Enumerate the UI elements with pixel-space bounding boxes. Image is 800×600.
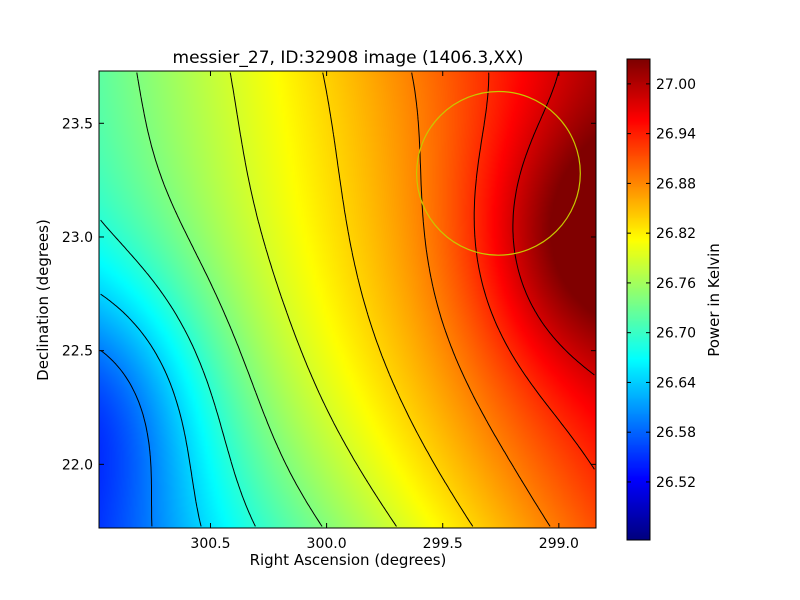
y-tick-label: 22.5 (62, 344, 93, 360)
colorbar-tick-label: 26.88 (656, 176, 696, 192)
colorbar-label: Power in Kelvin (705, 243, 723, 357)
colorbar-tick-label: 26.94 (656, 127, 696, 143)
x-tick-label: 300.5 (190, 536, 230, 552)
colorbar-tick-label: 26.52 (656, 475, 696, 491)
heatmap-image (99, 71, 596, 528)
colorbar-gradient (627, 59, 650, 540)
contour-line (136, 72, 323, 527)
contour-line (322, 72, 474, 527)
colorbar-tick-label: 26.82 (656, 226, 696, 242)
colorbar-tick-label: 26.76 (656, 276, 696, 292)
colorbar-tick-label: 26.58 (656, 425, 696, 441)
colorbar-tick-label: 26.64 (656, 375, 696, 391)
x-tick-label: 300.0 (307, 536, 347, 552)
x-axis-label: Right Ascension (degrees) (250, 551, 447, 569)
contour-line (100, 219, 256, 527)
colorbar-frame (626, 58, 651, 541)
plot-area (98, 70, 597, 529)
colorbar-tick-label: 26.70 (656, 326, 696, 342)
x-axis: 300.5 300.0 299.5 299.0 (190, 71, 579, 552)
beam-circle (416, 90, 581, 256)
y-axis-label: Declination (degrees) (34, 219, 52, 381)
x-tick-label: 299.5 (423, 536, 463, 552)
y-tick-label: 23.5 (62, 116, 93, 132)
chart-title: messier_27, ID:32908 image (1406.3,XX) (173, 48, 524, 68)
contour-line (411, 72, 551, 527)
contour-line (100, 350, 153, 527)
y-tick-label: 23.0 (62, 230, 93, 246)
colorbar-ticks: 26.52 26.58 26.64 26.70 26.76 26.82 26.88 26.94… (627, 77, 696, 491)
y-axis: 22.0 22.5 23.0 23.5 (62, 116, 596, 473)
y-tick-label: 22.0 (62, 457, 93, 473)
contour-line (512, 72, 595, 376)
colorbar: 26.52 26.58 26.64 26.70 26.76 26.82 26.88 26.94… (626, 58, 723, 541)
contour-lines (100, 72, 595, 527)
contour-line (473, 72, 595, 470)
contour-line (229, 72, 397, 527)
plot-frame (98, 70, 597, 529)
x-tick-label: 299.0 (539, 536, 579, 552)
colorbar-tick-label: 27.00 (656, 77, 696, 93)
contour-line (100, 293, 202, 527)
